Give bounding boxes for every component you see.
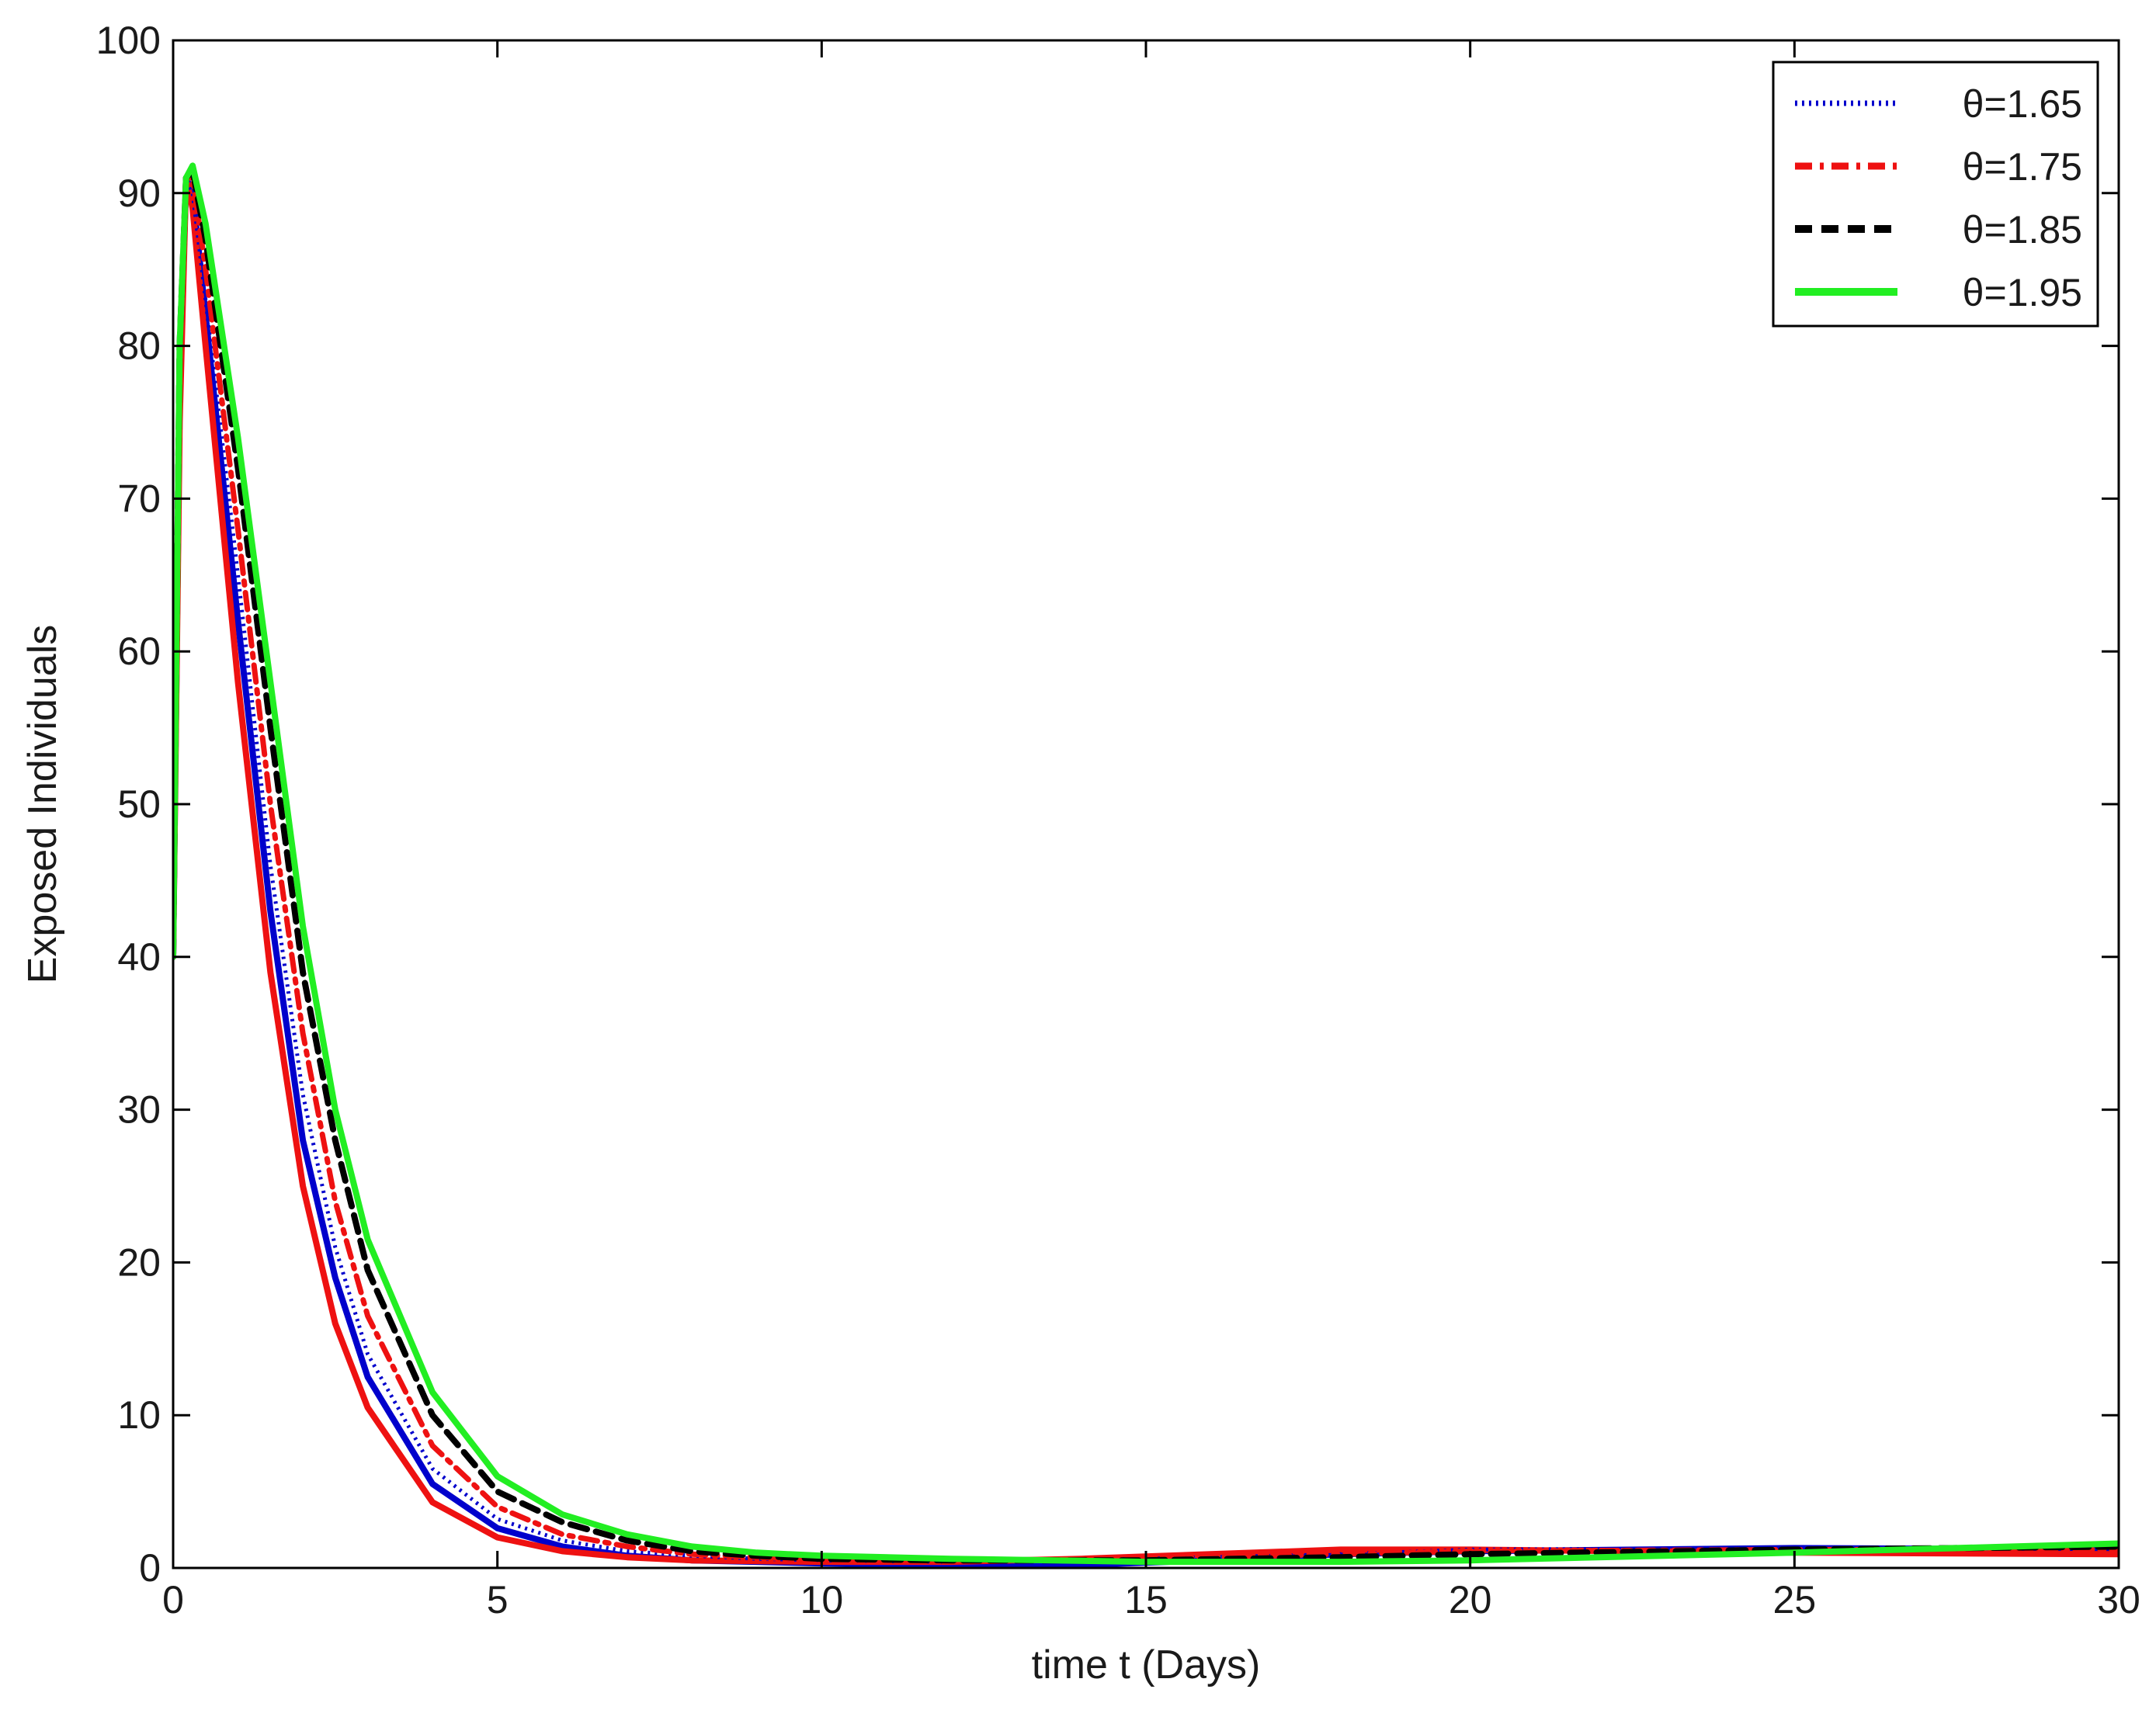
legend-label: θ=1.85 [1963,208,2082,251]
x-tick-label: 15 [1124,1578,1168,1622]
y-tick-label: 30 [117,1088,161,1132]
y-tick-label: 0 [139,1546,161,1590]
legend-box [1772,61,2099,328]
y-tick-label: 10 [117,1393,161,1437]
tick-labels-layer: 0 5 10 15 20 25 30 0 10 20 30 40 50 60 70 80 90 100 [96,19,2140,1622]
x-tick-label: 25 [1773,1578,1817,1622]
legend-label: θ=1.75 [1963,145,2082,189]
x-tick-label: 0 [162,1578,184,1622]
y-tick-label: 50 [117,782,161,826]
x-tick-label: 10 [800,1578,844,1622]
legend-label: θ=1.65 [1963,82,2082,126]
series-line-extra-5 [173,175,2119,1566]
y-tick-label: 40 [117,935,161,979]
ticks-layer [172,39,2120,1570]
y-tick-label: 70 [117,477,161,520]
series-line-1.65 [173,175,2119,1564]
x-tick-label: 20 [1449,1578,1492,1622]
series-layer [173,162,2119,1568]
y-tick-label: 20 [117,1240,161,1284]
y-tick-label: 60 [117,630,161,673]
legend-entries: θ=1.65 θ=1.75 θ=1.85 θ=1.95 [1795,82,2082,314]
y-tick-label: 90 [117,172,161,215]
y-axis-label: Exposed Individuals [20,625,65,984]
y-tick-label: 80 [117,324,161,368]
series-line-1.95 [173,162,2119,1566]
x-tick-label: 5 [487,1578,509,1622]
legend: θ=1.65 θ=1.75 θ=1.85 θ=1.95 [1772,61,2099,328]
x-axis-label: time t (Days) [1032,1642,1261,1687]
y-tick-label: 100 [96,19,161,62]
legend-label: θ=1.95 [1963,271,2082,314]
x-tick-label: 30 [2097,1578,2140,1622]
